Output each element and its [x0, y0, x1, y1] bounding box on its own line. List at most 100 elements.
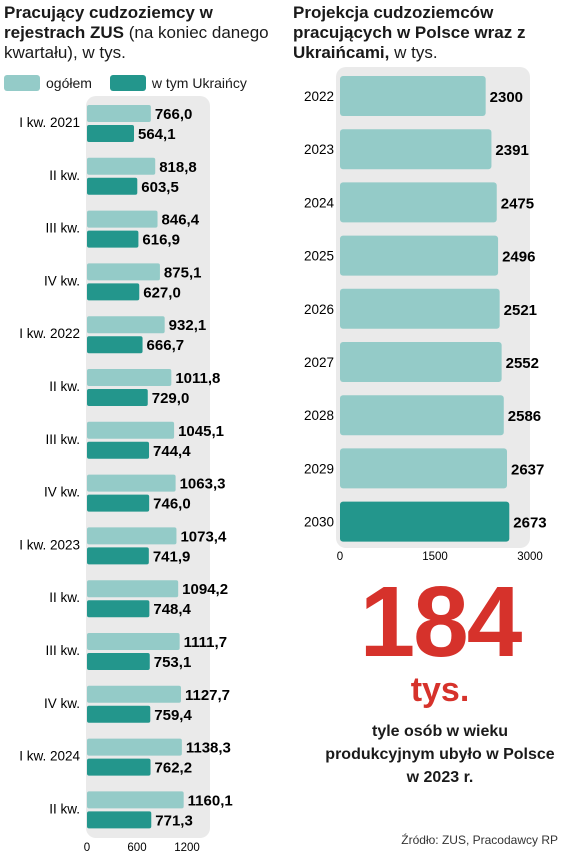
- category-label-6: III kw.: [45, 432, 80, 447]
- category-label-0: I kw. 2021: [19, 115, 80, 130]
- year-label-0: 2022: [304, 89, 334, 104]
- right-x-tick-0: 0: [337, 551, 343, 563]
- ukrainians-value-label-3: 627,0: [143, 284, 181, 301]
- left-x-tick-0: 0: [84, 842, 90, 854]
- ukrainians-bar-8: [87, 547, 149, 565]
- legend-item-ukrainians: w tym Ukraińcy: [109, 75, 247, 91]
- total-value-label-7: 1063,3: [180, 476, 226, 493]
- category-label-4: I kw. 2022: [19, 326, 80, 341]
- total-bar-1: [87, 157, 156, 175]
- category-label-10: III kw.: [45, 643, 80, 658]
- total-value-label-9: 1094,2: [182, 581, 228, 598]
- ukrainians-value-label-1: 603,5: [141, 179, 179, 196]
- projection-bar-7: [340, 448, 508, 489]
- total-value-label-8: 1073,4: [180, 528, 227, 545]
- legend: ogółem w tym Ukraińcy: [4, 75, 265, 91]
- left-x-tick-1: 600: [127, 842, 146, 854]
- projection-bar-1: [340, 129, 492, 170]
- total-value-label-13: 1160,1: [188, 792, 233, 809]
- total-bar-7: [87, 474, 176, 492]
- total-bar-0: [87, 105, 151, 122]
- projection-bar-3: [340, 235, 499, 276]
- total-bar-8: [87, 527, 177, 545]
- category-label-7: IV kw.: [44, 485, 80, 500]
- category-label-1: II kw.: [49, 168, 80, 183]
- total-bar-10: [87, 633, 180, 650]
- ukrainians-bar-3: [87, 283, 140, 301]
- projection-value-label-3: 2496: [502, 249, 535, 266]
- category-label-13: II kw.: [49, 801, 80, 816]
- total-value-label-6: 1045,1: [178, 423, 224, 440]
- total-bar-3: [87, 263, 160, 281]
- projection-value-label-8: 2673: [513, 515, 546, 532]
- ukrainians-value-label-9: 748,4: [153, 601, 191, 618]
- ukrainians-bar-5: [87, 389, 148, 406]
- projection-value-label-4: 2521: [504, 302, 537, 319]
- total-value-label-2: 846,4: [162, 212, 200, 229]
- total-bar-12: [87, 738, 182, 756]
- total-value-label-3: 875,1: [164, 264, 202, 281]
- highlight-unit: tys.: [410, 671, 470, 709]
- legend-swatch-ukrainians: [109, 75, 146, 91]
- category-label-5: II kw.: [49, 379, 80, 394]
- total-value-label-5: 1011,8: [175, 370, 220, 387]
- ukrainians-bar-10: [87, 653, 150, 670]
- ukrainians-value-label-6: 744,4: [153, 443, 191, 460]
- projection-value-label-2: 2475: [501, 195, 534, 212]
- category-label-3: IV kw.: [44, 273, 80, 288]
- total-bar-9: [87, 580, 179, 598]
- total-value-label-0: 766,0: [155, 106, 193, 123]
- projection-value-label-5: 2552: [506, 355, 539, 372]
- projection-value-label-7: 2637: [511, 461, 544, 478]
- year-label-2: 2024: [304, 195, 335, 210]
- year-label-1: 2023: [304, 142, 334, 157]
- category-label-12: I kw. 2024: [19, 749, 80, 764]
- highlight-number: 184: [359, 566, 523, 678]
- year-label-6: 2028: [304, 408, 334, 423]
- total-bar-11: [87, 685, 181, 703]
- projection-value-label-6: 2586: [508, 408, 541, 425]
- category-label-2: III kw.: [45, 221, 80, 236]
- highlight-description: tyle osób w wieku produkcyjnym ubyło w P…: [325, 723, 555, 786]
- category-label-8: I kw. 2023: [19, 537, 80, 552]
- year-label-7: 2029: [304, 461, 334, 476]
- total-value-label-4: 932,1: [169, 317, 207, 334]
- ukrainians-bar-0: [87, 125, 135, 142]
- ukrainians-value-label-4: 666,7: [147, 337, 185, 354]
- ukrainians-value-label-0: 564,1: [138, 126, 176, 143]
- total-value-label-1: 818,8: [159, 159, 197, 176]
- legend-label-ukrainians: w tym Ukraińcy: [151, 75, 247, 91]
- legend-label-total: ogółem: [46, 75, 92, 91]
- legend-swatch-total: [4, 75, 40, 91]
- year-label-3: 2025: [304, 249, 334, 264]
- total-bar-5: [87, 369, 172, 386]
- ukrainians-bar-12: [87, 758, 151, 776]
- total-bar-13: [87, 791, 184, 809]
- left-x-tick-2: 1200: [174, 842, 200, 854]
- legend-item-total: ogółem: [4, 75, 92, 91]
- projection-value-label-1: 2391: [495, 142, 528, 159]
- projection-bar-8: [340, 501, 510, 542]
- projection-value-label-0: 2300: [490, 89, 523, 106]
- total-value-label-11: 1127,7: [185, 687, 230, 704]
- year-label-5: 2027: [304, 355, 334, 370]
- ukrainians-value-label-7: 746,0: [153, 496, 191, 513]
- source-note: Źródło: ZUS, Pracodawcy RP: [401, 833, 558, 847]
- projection-bar-0: [340, 76, 486, 116]
- ukrainians-bar-11: [87, 705, 151, 723]
- total-bar-4: [87, 316, 165, 334]
- ukrainians-value-label-8: 741,9: [153, 548, 191, 565]
- total-value-label-12: 1138,3: [186, 740, 231, 757]
- ukrainians-value-label-2: 616,9: [142, 232, 180, 249]
- ukrainians-value-label-11: 759,4: [154, 707, 192, 724]
- year-label-8: 2030: [304, 515, 334, 530]
- category-label-9: II kw.: [49, 590, 80, 605]
- total-bar-2: [87, 210, 158, 228]
- left-chart-title: Pracujący cudzoziemcy w rejestrach ZUS (…: [4, 3, 269, 62]
- ukrainians-bar-1: [87, 177, 138, 195]
- total-value-label-10: 1111,7: [184, 634, 227, 651]
- projection-bar-2: [340, 182, 497, 223]
- ukrainians-bar-6: [87, 441, 150, 459]
- ukrainians-value-label-13: 771,3: [155, 812, 193, 829]
